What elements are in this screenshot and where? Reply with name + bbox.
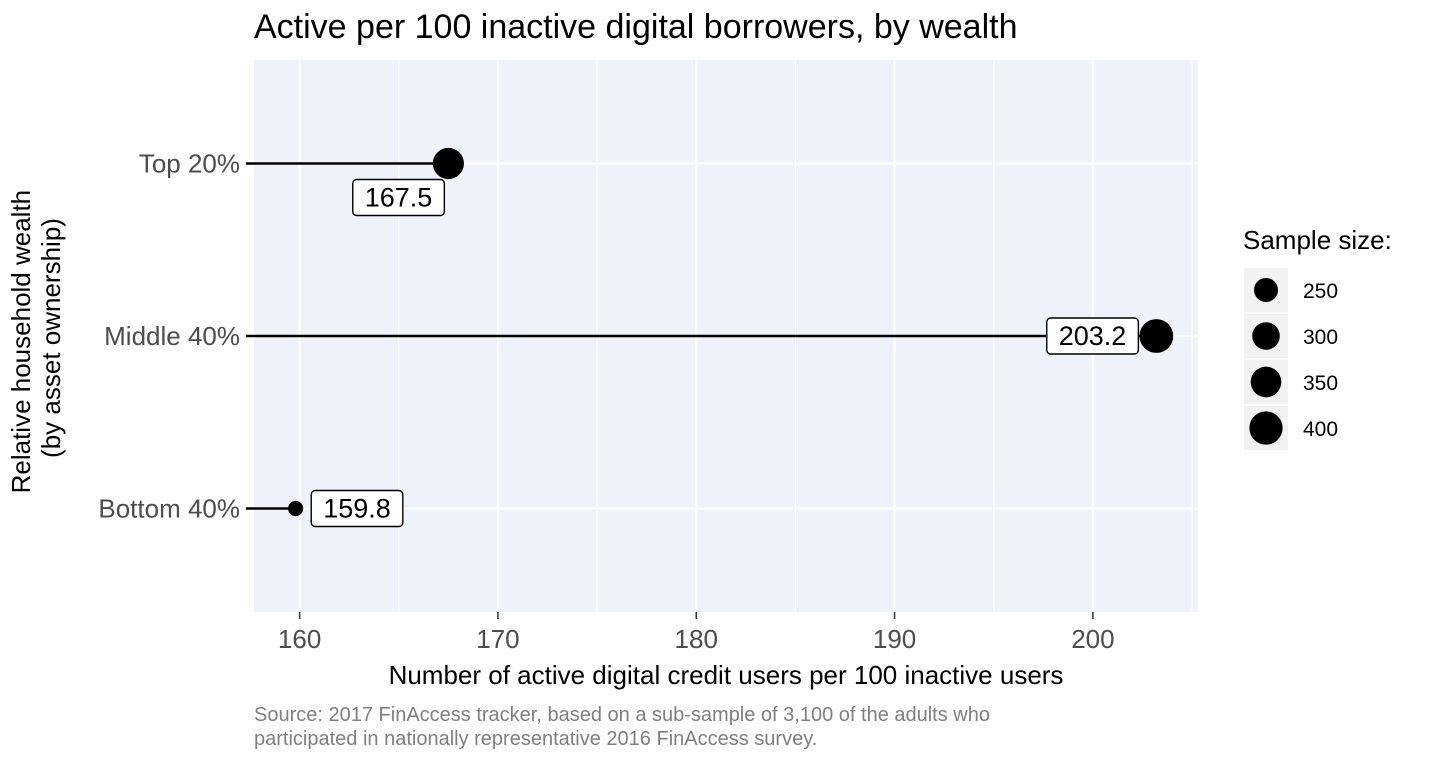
value-label: 167.5 (352, 178, 446, 217)
x-axis: 160 170 180 190 200 (278, 612, 1115, 654)
value-label-box (310, 489, 404, 528)
value-label-text: 167.5 (365, 183, 433, 213)
data-point (432, 147, 464, 180)
y-tick-label: Top 20% (139, 149, 240, 179)
value-label-text: 159.8 (323, 494, 391, 524)
stems (246, 162, 1157, 510)
x-tick-label: 180 (675, 624, 718, 654)
chart-title: Active per 100 inactive digital borrower… (254, 8, 1018, 46)
legend: Sample size: 250 300 350 400 (1243, 225, 1392, 450)
data-point (1139, 319, 1174, 353)
legend-key-point (1250, 366, 1282, 398)
value-labels: 167.5 203.2 159.8 (310, 178, 1140, 528)
y-axis-title-line-1: Relative household wealth (6, 190, 36, 494)
points (288, 147, 1174, 517)
value-label-box (1046, 317, 1140, 355)
value-label-text: 203.2 (1059, 321, 1127, 351)
legend-key-point (1254, 278, 1278, 302)
legend-key-label: 350 (1303, 372, 1338, 395)
value-label-box (352, 178, 446, 217)
legend-key-label: 250 (1303, 280, 1338, 303)
y-axis-title: Relative household wealth (by asset owne… (6, 183, 66, 494)
data-point (288, 500, 304, 517)
legend-key-label: 300 (1303, 326, 1338, 349)
legend-key-point (1249, 411, 1283, 445)
source-line-1: Source: 2017 FinAccess tracker, based on… (254, 704, 990, 726)
y-axis: Top 20% Middle 40% Bottom 40% (98, 149, 240, 524)
legend-title: Sample size: (1243, 225, 1392, 255)
x-tick-label: 170 (476, 624, 519, 654)
value-label: 159.8 (310, 489, 404, 528)
x-tick-label: 160 (278, 624, 321, 654)
legend-key-point (1252, 322, 1280, 350)
source-line-2: participated in nationally representativ… (254, 728, 818, 750)
legend-key-label: 400 (1303, 418, 1338, 441)
y-axis-title-line-2: (by asset ownership) (36, 218, 66, 458)
x-tick-label: 190 (873, 624, 916, 654)
y-tick-label: Bottom 40% (98, 494, 240, 524)
y-tick-label: Middle 40% (104, 321, 240, 351)
x-axis-title: Number of active digital credit users pe… (389, 660, 1064, 690)
value-label: 203.2 (1046, 317, 1140, 355)
x-tick-label: 200 (1071, 624, 1114, 654)
source-note: Source: 2017 FinAccess tracker, based on… (254, 703, 990, 751)
